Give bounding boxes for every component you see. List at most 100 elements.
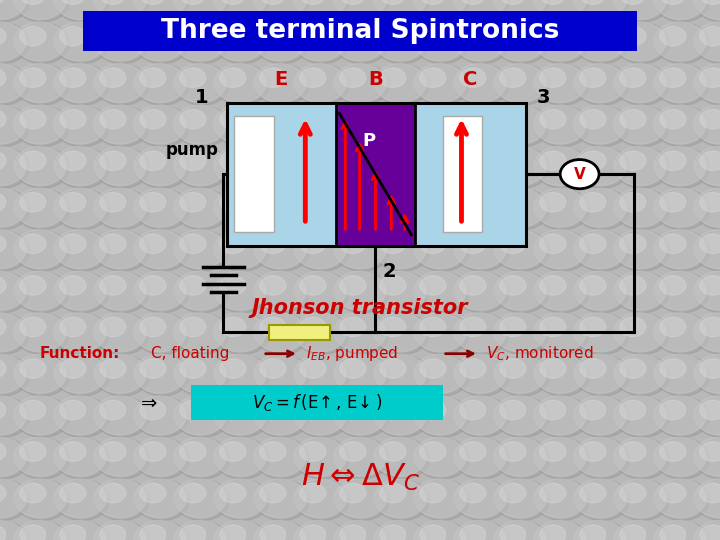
Circle shape [14,313,66,352]
Circle shape [660,26,685,46]
Circle shape [415,0,469,22]
Text: 1: 1 [195,87,209,107]
Circle shape [460,400,486,420]
Circle shape [454,64,506,103]
Circle shape [654,105,706,144]
Circle shape [454,313,506,352]
Circle shape [134,147,186,186]
Text: Jhonson transistor: Jhonson transistor [252,298,468,318]
Circle shape [20,317,46,336]
Circle shape [654,106,709,147]
Circle shape [294,313,346,352]
Circle shape [174,230,226,269]
Circle shape [215,313,269,354]
Circle shape [254,271,306,310]
Circle shape [180,68,206,87]
Circle shape [500,442,526,461]
Circle shape [340,483,366,503]
Circle shape [580,26,606,46]
Circle shape [60,275,86,295]
Circle shape [455,396,510,437]
Circle shape [260,110,286,129]
Circle shape [575,272,629,313]
Circle shape [215,106,269,147]
Circle shape [134,0,186,19]
Circle shape [214,354,266,393]
Circle shape [0,26,6,46]
Circle shape [414,0,466,19]
Circle shape [455,355,510,396]
Circle shape [580,151,606,171]
Circle shape [255,313,310,354]
Circle shape [335,231,390,272]
Circle shape [375,106,430,147]
Circle shape [340,525,366,540]
Circle shape [95,106,150,147]
Circle shape [580,68,606,87]
Circle shape [175,521,230,540]
Circle shape [454,230,506,269]
Text: $V_C$, monitored: $V_C$, monitored [486,345,593,363]
Circle shape [300,275,325,295]
Circle shape [374,147,426,186]
Circle shape [534,396,586,435]
Circle shape [414,105,466,144]
Circle shape [454,354,506,393]
Circle shape [135,231,189,272]
Circle shape [654,147,706,186]
Circle shape [94,354,146,393]
Circle shape [534,271,586,310]
Circle shape [175,438,230,479]
Circle shape [180,193,206,212]
Circle shape [100,234,126,254]
Circle shape [420,234,446,254]
Circle shape [700,234,720,254]
Circle shape [494,271,546,310]
Circle shape [95,23,150,64]
Circle shape [574,0,626,19]
Circle shape [660,442,685,461]
Circle shape [94,396,146,435]
Circle shape [14,521,66,540]
Circle shape [220,483,246,503]
Circle shape [455,64,510,105]
Circle shape [460,525,486,540]
Circle shape [495,438,549,479]
Circle shape [455,189,510,230]
Circle shape [414,313,466,352]
Circle shape [534,521,586,540]
Circle shape [220,110,246,129]
Circle shape [254,521,306,540]
Circle shape [654,313,709,354]
Circle shape [94,521,146,540]
Circle shape [260,400,286,420]
Circle shape [574,22,626,61]
Circle shape [574,521,626,540]
Circle shape [420,400,446,420]
Circle shape [0,231,30,272]
Circle shape [380,26,406,46]
Circle shape [100,193,126,212]
Circle shape [615,521,670,540]
Circle shape [415,64,469,105]
Text: $I_{EB}$, pumped: $I_{EB}$, pumped [306,344,398,363]
Circle shape [0,22,26,61]
Circle shape [415,231,469,272]
Circle shape [300,525,325,540]
Circle shape [500,525,526,540]
Circle shape [54,354,106,393]
Circle shape [375,0,430,22]
Circle shape [95,64,150,105]
Circle shape [215,521,269,540]
Text: P: P [363,132,376,150]
Circle shape [174,188,226,227]
Circle shape [334,271,386,310]
Circle shape [0,0,6,4]
Circle shape [535,23,590,64]
Circle shape [455,480,510,521]
Circle shape [0,521,30,540]
Circle shape [14,64,66,103]
Circle shape [14,188,66,227]
Circle shape [20,483,46,503]
Circle shape [215,0,269,22]
